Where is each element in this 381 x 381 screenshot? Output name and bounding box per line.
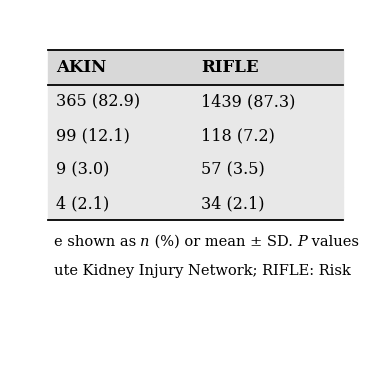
Text: RIFLE: RIFLE bbox=[201, 59, 259, 76]
Text: 365 (82.9): 365 (82.9) bbox=[56, 94, 141, 111]
Text: 4 (2.1): 4 (2.1) bbox=[56, 195, 110, 212]
Text: AKIN: AKIN bbox=[56, 59, 107, 76]
Text: 9 (3.0): 9 (3.0) bbox=[56, 161, 110, 178]
Text: (%) or mean ± SD.: (%) or mean ± SD. bbox=[150, 235, 297, 249]
Text: e shown as: e shown as bbox=[53, 235, 141, 249]
Text: 118 (7.2): 118 (7.2) bbox=[201, 127, 275, 144]
Bar bbox=[48, 220, 343, 339]
Text: 57 (3.5): 57 (3.5) bbox=[201, 161, 265, 178]
Bar bbox=[48, 153, 343, 187]
Text: P: P bbox=[297, 235, 307, 249]
Bar bbox=[48, 50, 343, 85]
Bar bbox=[48, 85, 343, 119]
Bar bbox=[48, 119, 343, 153]
Text: 34 (2.1): 34 (2.1) bbox=[201, 195, 265, 212]
Text: ute Kidney Injury Network; RIFLE: Risk: ute Kidney Injury Network; RIFLE: Risk bbox=[53, 264, 351, 278]
Text: 1439 (87.3): 1439 (87.3) bbox=[201, 94, 296, 111]
Bar bbox=[48, 187, 343, 220]
Text: 99 (12.1): 99 (12.1) bbox=[56, 127, 130, 144]
Text: values: values bbox=[307, 235, 359, 249]
Text: n: n bbox=[141, 235, 150, 249]
